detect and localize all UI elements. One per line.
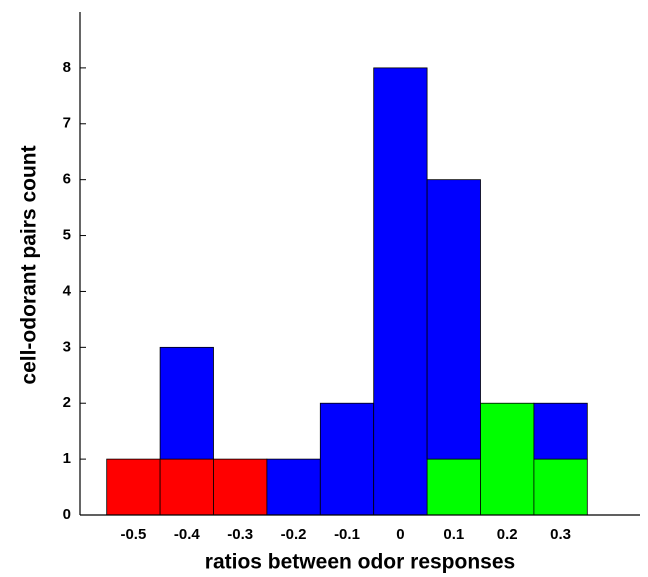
x-tick-label: -0.3 — [227, 526, 253, 543]
y-tick-label: 7 — [63, 115, 71, 132]
x-tick-label: -0.4 — [174, 526, 201, 543]
x-tick-label: 0.1 — [443, 526, 464, 543]
x-tick-label: 0 — [396, 526, 404, 543]
y-axis-label: cell-odorant pairs count — [18, 145, 41, 384]
bar-segment — [533, 402, 588, 460]
bar-segment — [373, 67, 428, 516]
bar-segment — [480, 402, 535, 516]
y-tick-label: 6 — [63, 171, 71, 188]
x-tick-label: -0.2 — [281, 526, 307, 543]
y-tick-label: 1 — [63, 450, 71, 467]
bar-segment — [159, 346, 214, 460]
bar-segment — [426, 179, 481, 460]
x-axis-label: ratios between odor responses — [205, 551, 515, 574]
y-tick-label: 2 — [63, 394, 71, 411]
y-tick-label: 4 — [63, 282, 72, 299]
bar-segment — [426, 458, 481, 516]
y-tick-label: 5 — [63, 227, 71, 244]
bar-segment — [106, 458, 161, 516]
bar-segment — [213, 458, 268, 516]
bar-segment — [319, 402, 375, 516]
x-tick-label: 0.2 — [497, 526, 518, 543]
bar-segment — [266, 458, 321, 516]
x-tick-label: 0.3 — [550, 526, 571, 543]
bar-segment — [159, 458, 214, 516]
x-tick-label: -0.5 — [120, 526, 146, 543]
x-tick-label: -0.1 — [334, 526, 360, 543]
y-tick-label: 8 — [63, 59, 71, 76]
y-tick-label: 0 — [63, 506, 71, 523]
y-tick-label: 3 — [63, 338, 71, 355]
bar-segment — [533, 458, 588, 516]
